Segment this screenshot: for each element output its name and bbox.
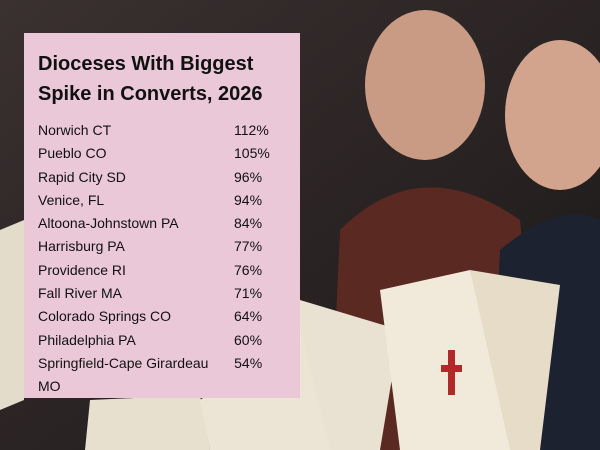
diocese-name: Altoona-Johnstown PA (38, 215, 179, 232)
head (365, 10, 485, 160)
percent-value: 112% (234, 122, 269, 138)
diocese-name: Norwich CT (38, 122, 112, 138)
book (470, 270, 560, 450)
diocese-name: Harrisburg PA (38, 238, 125, 255)
table-row: Philadelphia PA 60% (38, 329, 286, 352)
book (85, 395, 210, 450)
table-row: Fall River MA 71% (38, 282, 286, 305)
table-panel: Dioceses With Biggest Spike in Converts,… (24, 33, 300, 398)
table-row: Harrisburg PA 77% (38, 235, 286, 258)
table-row: Venice, FL 94% (38, 189, 286, 212)
percent-value: 71% (234, 285, 263, 302)
percent-value: 54% (234, 354, 263, 371)
diocese-name: Venice, FL (38, 191, 105, 208)
diocese-name: Philadelphia PA (38, 331, 136, 348)
book (0, 220, 24, 410)
title: Dioceses With Biggest Spike in Converts,… (38, 53, 263, 105)
cross (441, 350, 462, 395)
head (505, 40, 600, 190)
table-row: Altoona-Johnstown PA 84% (38, 212, 286, 235)
percent-value: 64% (234, 308, 263, 325)
table-row: Springfield-Cape Girardeau MO 54% (38, 352, 286, 399)
diocese-name: Rapid City SD (38, 168, 126, 185)
table-row: Providence RI 76% (38, 259, 286, 282)
diocese-name: Providence RI (38, 261, 126, 278)
table: Norwich CT 112% Pueblo CO 105% Rapid City SD… (38, 119, 286, 399)
table-row: Norwich CT 112% (38, 119, 286, 142)
percent-value: 76% (234, 261, 263, 278)
percent-value: 105% (234, 145, 270, 162)
percent-value: 77% (234, 238, 263, 255)
percent-value: 84% (234, 215, 263, 232)
diocese-name: Pueblo CO (38, 145, 107, 162)
table-row: Colorado Springs CO 64% (38, 305, 286, 328)
diocese-name: Colorado Springs CO (38, 308, 172, 325)
diocese-name: Springfield-Cape Girardeau MO (38, 354, 209, 395)
table-row: Rapid City SD 96% (38, 166, 286, 189)
percent-value: 94% (234, 191, 263, 208)
percent-value: 96% (234, 168, 263, 185)
table-row: Pueblo CO 105% (38, 142, 286, 165)
percent-value: 60% (234, 331, 263, 348)
diocese-name: Fall River MA (38, 285, 123, 302)
